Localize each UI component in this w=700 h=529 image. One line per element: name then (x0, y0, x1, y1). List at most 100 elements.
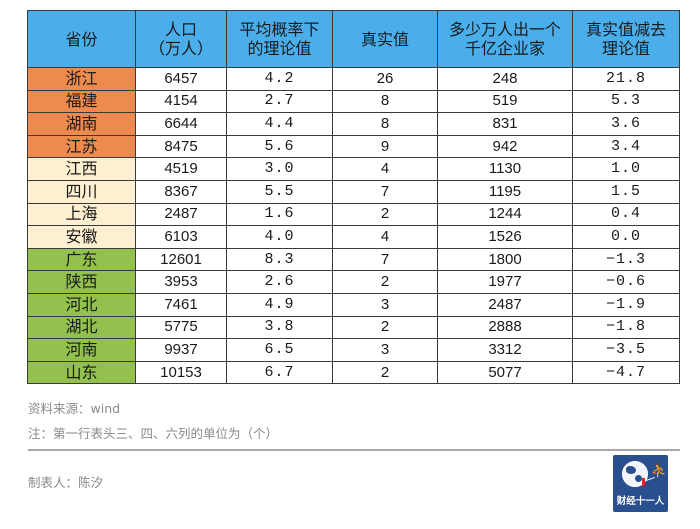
population-cell: 4519 (135, 157, 227, 181)
population-cell: 2487 (135, 202, 227, 227)
table-row: 四川 8367 5.5 7 1195 1.5 (27, 179, 680, 204)
header-line: 平均概率下 (239, 20, 320, 39)
theoretical-cell: 3.8 (226, 315, 333, 340)
province-cell: 上海 (27, 202, 136, 227)
divider (28, 449, 680, 451)
actual-cell: 3 (332, 338, 438, 362)
header-difference: 真实值减去 理论值 (572, 10, 680, 68)
province-cell: 湖南 (27, 112, 136, 136)
per-entrepreneur-cell: 5077 (437, 360, 573, 385)
table-row: 山东 10153 6.7 2 5077 −4.7 (27, 360, 680, 385)
population-cell: 5775 (135, 315, 227, 340)
difference-cell: 3.4 (572, 134, 680, 159)
province-cell: 河南 (27, 338, 136, 362)
publisher-logo: ⛹ 财经十一人 (613, 455, 668, 512)
difference-cell: −0.6 (572, 270, 680, 294)
province-cell: 广东 (27, 247, 136, 272)
difference-cell: −3.5 (572, 338, 680, 362)
header-line: 的理论值 (247, 39, 312, 58)
population-cell: 6644 (135, 112, 227, 136)
per-entrepreneur-cell: 1800 (437, 247, 573, 272)
header-line: 多少万人出一个 (448, 20, 561, 39)
difference-cell: 1.0 (572, 157, 680, 181)
actual-cell: 2 (332, 315, 438, 340)
per-entrepreneur-cell: 1977 (437, 270, 573, 294)
header-per-entrepreneur: 多少万人出一个 千亿企业家 (437, 10, 573, 68)
header-line: 省份 (65, 29, 98, 49)
difference-cell: 21.8 (572, 67, 680, 91)
header-line: 真实值减去 (585, 20, 666, 39)
province-cell: 山东 (27, 360, 136, 385)
table-header-row: 省份 人口 （万人） 平均概率下 的理论值 真实值 多少万人出一个 千亿企业家 真实值… (27, 10, 680, 68)
actual-cell: 26 (332, 67, 438, 91)
table-row: 江西 4519 3.0 4 1130 1.0 (27, 157, 680, 181)
actual-cell: 8 (332, 89, 438, 114)
province-cell: 安徽 (27, 225, 136, 249)
per-entrepreneur-cell: 831 (437, 112, 573, 136)
flag-icon (642, 478, 645, 486)
theoretical-cell: 4.2 (226, 67, 333, 91)
actual-cell: 7 (332, 247, 438, 272)
difference-cell: −1.9 (572, 292, 680, 317)
table-row: 福建 4154 2.7 8 519 5.3 (27, 89, 680, 114)
population-cell: 12601 (135, 247, 227, 272)
population-cell: 4154 (135, 89, 227, 114)
population-cell: 8475 (135, 134, 227, 159)
theoretical-cell: 4.0 (226, 225, 333, 249)
table-row: 广东 12601 8.3 7 1800 −1.3 (27, 247, 680, 272)
province-entrepreneur-table: 省份 人口 （万人） 平均概率下 的理论值 真实值 多少万人出一个 千亿企业家 真实值… (27, 10, 680, 385)
province-cell: 四川 (27, 179, 136, 204)
actual-cell: 3 (332, 292, 438, 317)
theoretical-cell: 6.7 (226, 360, 333, 385)
province-cell: 福建 (27, 89, 136, 114)
header-line: 人口 (164, 20, 197, 39)
header-theoretical: 平均概率下 的理论值 (226, 10, 333, 68)
theoretical-cell: 5.5 (226, 179, 333, 204)
actual-cell: 2 (332, 270, 438, 294)
per-entrepreneur-cell: 248 (437, 67, 573, 91)
per-entrepreneur-cell: 1195 (437, 179, 573, 204)
difference-cell: −1.8 (572, 315, 680, 340)
runner-icon: ⛹ (651, 464, 668, 479)
difference-cell: −4.7 (572, 360, 680, 385)
per-entrepreneur-cell: 3312 (437, 338, 573, 362)
table-row: 河南 9937 6.5 3 3312 −3.5 (27, 338, 680, 362)
population-cell: 10153 (135, 360, 227, 385)
header-line: （万人） (148, 39, 213, 58)
difference-cell: 0.4 (572, 202, 680, 227)
theoretical-cell: 4.9 (226, 292, 333, 317)
difference-cell: −1.3 (572, 247, 680, 272)
header-province: 省份 (27, 10, 136, 68)
actual-cell: 7 (332, 179, 438, 204)
actual-cell: 4 (332, 157, 438, 181)
header-line: 千亿企业家 (464, 39, 545, 58)
per-entrepreneur-cell: 2487 (437, 292, 573, 317)
difference-cell: 1.5 (572, 179, 680, 204)
table-row: 湖北 5775 3.8 2 2888 −1.8 (27, 315, 680, 340)
table-row: 湖南 6644 4.4 8 831 3.6 (27, 112, 680, 136)
per-entrepreneur-cell: 1244 (437, 202, 573, 227)
logo-label: 财经十一人 (616, 496, 665, 507)
population-cell: 6103 (135, 225, 227, 249)
per-entrepreneur-cell: 1130 (437, 157, 573, 181)
table-row: 河北 7461 4.9 3 2487 −1.9 (27, 292, 680, 317)
theoretical-cell: 2.6 (226, 270, 333, 294)
province-cell: 江苏 (27, 134, 136, 159)
actual-cell: 8 (332, 112, 438, 136)
per-entrepreneur-cell: 1526 (437, 225, 573, 249)
header-line: 真实值 (360, 29, 409, 49)
population-cell: 9937 (135, 338, 227, 362)
theoretical-cell: 1.6 (226, 202, 333, 227)
population-cell: 7461 (135, 292, 227, 317)
table-row: 安徽 6103 4.0 4 1526 0.0 (27, 225, 680, 249)
population-cell: 8367 (135, 179, 227, 204)
theoretical-cell: 4.4 (226, 112, 333, 136)
per-entrepreneur-cell: 519 (437, 89, 573, 114)
province-cell: 陕西 (27, 270, 136, 294)
per-entrepreneur-cell: 2888 (437, 315, 573, 340)
author-note: 制表人：陈汐 (28, 475, 104, 490)
difference-cell: 0.0 (572, 225, 680, 249)
header-actual: 真实值 (332, 10, 438, 68)
globe-icon (622, 461, 648, 487)
footnote: 注：第一行表头三、四、六列的单位为（个） (28, 426, 279, 441)
